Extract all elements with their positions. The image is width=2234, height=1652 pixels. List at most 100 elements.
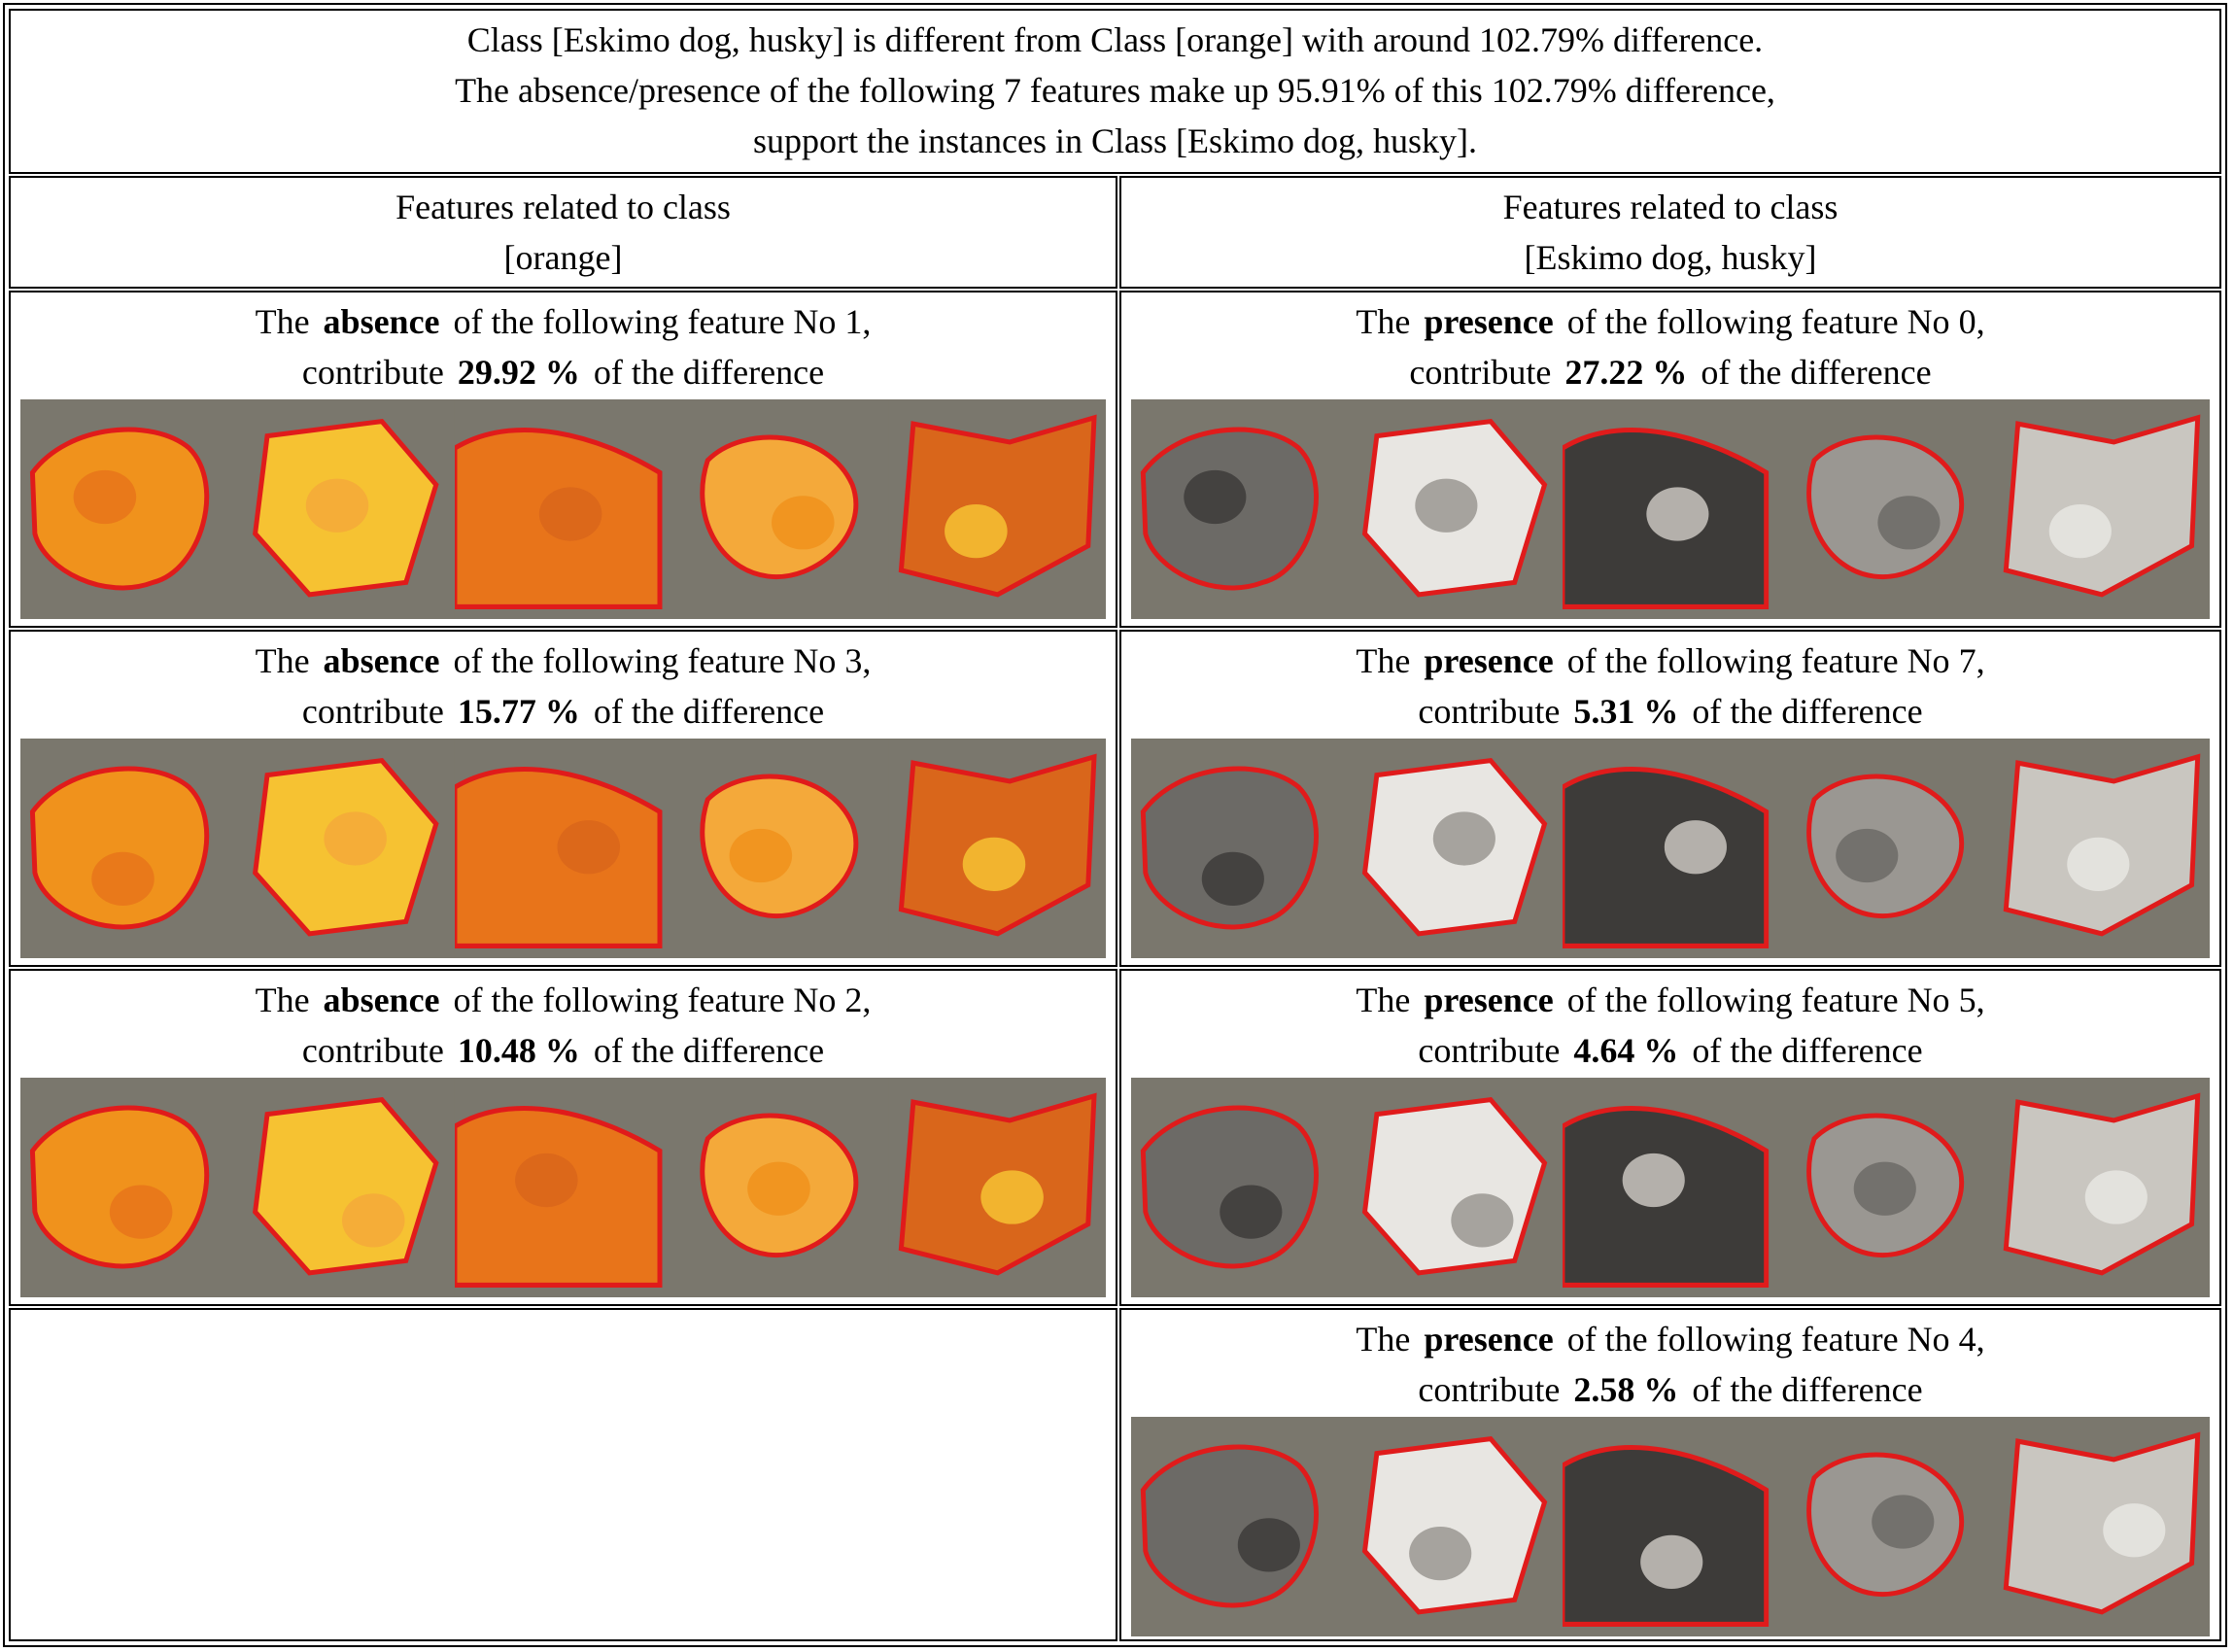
thumbnail-husky-eye-closeup (1563, 399, 1778, 619)
right-feature-cell: The presence of the following feature No 0… (1119, 291, 2221, 628)
feature-number: 5, (1958, 981, 1985, 1019)
summary-line-3: support the instances in Class [Eskimo d… (753, 121, 1477, 160)
thumbnail-husky-lying (1994, 1078, 2210, 1297)
thumbnail-white-dog-face (1347, 1417, 1563, 1636)
summary-header: Class [Eskimo dog, husky] is different f… (9, 9, 2221, 174)
right-feature-cell: The presence of the following feature No 7… (1119, 630, 2221, 967)
thumbnail-orange-halves (454, 739, 672, 958)
caption-contribute: contribute (1418, 692, 1561, 731)
thumbnail-orange-half (237, 739, 455, 958)
caption-the: The (1356, 641, 1411, 680)
feature-mode: presence (1424, 641, 1554, 680)
figure-frame: Class [Eskimo dog, husky] is different f… (3, 3, 2227, 1647)
right-column-title: Features related to class (1502, 188, 1839, 226)
caption-of-difference: of the difference (1692, 1031, 1923, 1070)
feature-image-strip (1131, 399, 2210, 619)
thumbnail-white-husky-head (1131, 1417, 1347, 1636)
feature-percent: 29.92 % (457, 353, 580, 392)
feature-percent: 27.22 % (1564, 353, 1688, 392)
thumbnail-husky-snout (1778, 739, 1994, 958)
feature-caption-line-1: The presence of the following feature No 7… (1121, 636, 2219, 686)
feature-caption-line-2: contribute 29.92 % of the difference (11, 347, 1116, 397)
caption-of-difference: of the difference (593, 353, 825, 392)
left-feature-cell: The absence of the following feature No 3,… (9, 630, 1117, 967)
thumbnail-husky-puppies (1994, 399, 2210, 619)
thumbnail-orange-lemon-slices (888, 739, 1106, 958)
feature-image-strip (20, 1078, 1106, 1297)
caption-the: The (1356, 981, 1411, 1019)
caption-of-following: of the following feature No (1566, 641, 1950, 680)
feature-caption: The presence of the following feature No 4… (1121, 1314, 2219, 1415)
feature-caption-line-1: The absence of the following feature No 1, (11, 296, 1116, 347)
feature-caption-line-2: contribute 10.48 % of the difference (11, 1025, 1116, 1076)
feature-number: 2, (844, 981, 872, 1019)
thumbnail-husky-show-dog (1131, 1078, 1347, 1297)
thumbnail-dog-on-treadmill (1778, 1078, 1994, 1297)
summary-line-1: Class [Eskimo dog, husky] is different f… (466, 20, 1764, 59)
feature-caption: The presence of the following feature No 0… (1121, 296, 2219, 397)
thumbnail-oranges-pile (671, 399, 889, 619)
feature-caption-line-1: The presence of the following feature No 5… (1121, 975, 2219, 1025)
thumbnail-orange-slices-plate (20, 739, 238, 958)
thumbnail-dogs-pulling-sled (1563, 1078, 1778, 1297)
caption-contribute: contribute (1409, 353, 1552, 392)
caption-the: The (255, 981, 310, 1019)
caption-contribute: contribute (1418, 1370, 1561, 1409)
feature-image-strip (1131, 1417, 2210, 1636)
feature-caption-line-1: The presence of the following feature No 4… (1121, 1314, 2219, 1364)
feature-caption: The absence of the following feature No 3,… (11, 636, 1116, 737)
left-feature-cell: The absence of the following feature No 1,… (9, 291, 1117, 628)
thumbnail-market-fruit-stand (20, 1078, 238, 1297)
feature-mode: absence (323, 641, 440, 680)
right-feature-cell: The presence of the following feature No 5… (1119, 969, 2221, 1306)
feature-percent: 4.64 % (1573, 1031, 1679, 1070)
caption-the: The (255, 641, 310, 680)
feature-image-strip (20, 399, 1106, 619)
caption-of-following: of the following feature No (1566, 1320, 1950, 1359)
feature-number: 7, (1958, 641, 1985, 680)
caption-the: The (1356, 1320, 1411, 1359)
caption-contribute: contribute (301, 1031, 444, 1070)
feature-percent: 2.58 % (1573, 1370, 1679, 1409)
thumbnail-husky-eyes (1131, 399, 1347, 619)
right-column-class: [Eskimo dog, husky] (1524, 238, 1817, 277)
caption-of-difference: of the difference (1701, 353, 1932, 392)
caption-the: The (1356, 302, 1411, 341)
caption-of-difference: of the difference (1692, 692, 1923, 731)
thumbnail-husky-puppy (1347, 399, 1563, 619)
caption-the: The (255, 302, 310, 341)
thumbnail-dog-in-crate (1347, 1078, 1563, 1297)
feature-number: 0, (1958, 302, 1985, 341)
feature-mode: absence (323, 302, 440, 341)
feature-caption-line-2: contribute 2.58 % of the difference (1121, 1364, 2219, 1415)
feature-number: 1, (844, 302, 872, 341)
feature-mode: absence (323, 981, 440, 1019)
feature-caption: The presence of the following feature No 7… (1121, 636, 2219, 737)
feature-image-strip (1131, 1078, 2210, 1297)
thumbnail-lemons-pile (454, 399, 672, 619)
right-column-header: Features related to class [Eskimo dog, h… (1119, 176, 2221, 289)
caption-contribute: contribute (1418, 1031, 1561, 1070)
caption-of-following: of the following feature No (453, 981, 837, 1019)
caption-of-difference: of the difference (1692, 1370, 1923, 1409)
feature-mode: presence (1424, 1320, 1554, 1359)
left-column-title: Features related to class (395, 188, 731, 226)
feature-number: 3, (844, 641, 872, 680)
feature-caption-line-2: contribute 15.77 % of the difference (11, 686, 1116, 737)
feature-percent: 15.77 % (457, 692, 580, 731)
left-feature-cell: The absence of the following feature No 2,… (9, 969, 1117, 1306)
feature-caption: The absence of the following feature No 2,… (11, 975, 1116, 1076)
feature-caption-line-2: contribute 5.31 % of the difference (1121, 686, 2219, 737)
caption-of-following: of the following feature No (453, 302, 837, 341)
caption-contribute: contribute (301, 353, 444, 392)
thumbnail-orange-with-sticker (237, 399, 455, 619)
feature-caption-line-1: The absence of the following feature No 2, (11, 975, 1116, 1025)
thumbnail-husky-blue-eyes (1778, 399, 1994, 619)
summary-line-2: The absence/presence of the following 7 … (455, 71, 1775, 110)
left-column-class: [orange] (503, 238, 623, 277)
caption-of-difference: of the difference (593, 1031, 825, 1070)
feature-percent: 10.48 % (457, 1031, 580, 1070)
thumbnail-oranges-crate (237, 1078, 455, 1297)
left-column-header: Features related to class [orange] (9, 176, 1117, 289)
thumbnail-fruit-stall (454, 1078, 672, 1297)
